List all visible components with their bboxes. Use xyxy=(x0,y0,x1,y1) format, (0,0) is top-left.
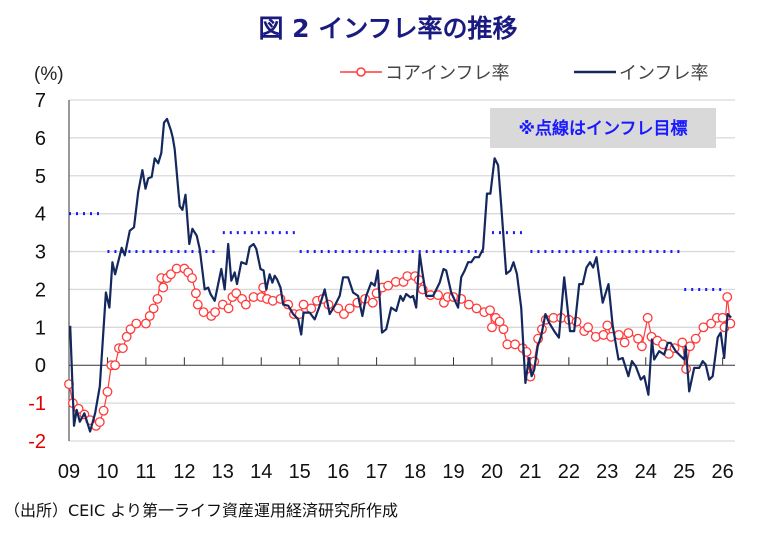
core-inflation-point xyxy=(148,303,159,314)
core-inflation-point xyxy=(690,333,701,344)
core-inflation-point xyxy=(602,320,613,331)
core-inflation-point xyxy=(677,337,688,348)
core-inflation-point xyxy=(144,311,155,321)
headline-inflation-line xyxy=(69,117,732,433)
x-tick-label: 17 xyxy=(365,461,387,483)
core-inflation-point xyxy=(165,269,176,280)
core-inflation-point xyxy=(110,360,121,371)
core-inflation-point xyxy=(619,337,630,348)
legend-core-label: コアインフレ率 xyxy=(385,63,510,84)
x-tick-label: 15 xyxy=(289,461,311,483)
x-tick-label: 20 xyxy=(481,461,503,483)
core-inflation-point xyxy=(190,288,201,299)
core-inflation-point xyxy=(367,297,378,308)
core-inflation-point xyxy=(510,339,520,350)
y-tick-label: 3 xyxy=(35,242,46,264)
core-inflation-point xyxy=(485,305,495,316)
core-inflation-point xyxy=(94,417,105,428)
y-tick-label: -1 xyxy=(28,393,46,415)
core-inflation-point xyxy=(192,299,203,310)
core-inflation-point xyxy=(583,322,594,333)
y-tick-label: 6 xyxy=(35,128,46,150)
core-inflation-point xyxy=(298,299,309,310)
legend: コアインフレ率 インフレ率 xyxy=(340,63,708,84)
core-inflation-point xyxy=(722,292,733,302)
core-inflation-point xyxy=(383,280,394,291)
core-inflation-point xyxy=(717,312,728,323)
y-tick-label: 4 xyxy=(35,204,46,226)
annotation-box xyxy=(490,108,716,148)
core-inflation-point xyxy=(117,343,128,354)
core-inflation-point xyxy=(121,331,132,342)
x-tick-label: 16 xyxy=(327,461,349,483)
core-inflation-point xyxy=(102,386,113,397)
core-inflation-point xyxy=(306,303,317,314)
x-tick-label: 14 xyxy=(250,461,272,483)
x-tick-label: 26 xyxy=(712,461,734,483)
core-inflation-point xyxy=(494,316,505,327)
core-inflation-point xyxy=(344,303,355,314)
core-inflation-point xyxy=(231,288,242,299)
x-tick-label: 18 xyxy=(404,461,426,483)
y-tick-label: 0 xyxy=(35,355,46,377)
core-inflation-point xyxy=(223,303,234,314)
x-tick-label: 22 xyxy=(558,461,580,483)
core-inflation-point xyxy=(642,312,653,323)
core-inflation-line xyxy=(68,268,731,427)
core-inflation-point xyxy=(152,293,163,304)
core-inflation-point xyxy=(471,303,482,314)
core-inflation-point xyxy=(158,282,169,293)
core-inflation-point xyxy=(140,318,151,329)
core-inflation-point xyxy=(633,333,644,344)
core-inflation-point xyxy=(463,299,474,310)
core-inflation-point xyxy=(125,324,136,335)
x-tick-label: 11 xyxy=(136,461,157,483)
core-inflation-point xyxy=(198,307,209,318)
source-note: （出所）CEIC より第一ライフ資産運用経済研究所作成 xyxy=(4,501,398,520)
legend-core-marker xyxy=(356,67,366,77)
core-inflation-point xyxy=(487,322,497,333)
core-inflation-point xyxy=(698,322,709,333)
x-tick-label: 10 xyxy=(96,461,118,483)
core-inflation-point xyxy=(131,318,142,329)
chart-title: 図 2 インフレ率の推移 xyxy=(258,14,517,43)
x-tick-label: 13 xyxy=(212,461,234,483)
annotation-text: ※点線はインフレ目標 xyxy=(518,118,687,139)
x-tick-label: 25 xyxy=(673,461,695,483)
y-tick-label: -2 xyxy=(28,431,46,453)
core-inflation-point xyxy=(636,341,647,352)
legend-headline-label: インフレ率 xyxy=(619,63,708,84)
core-inflation-point xyxy=(187,273,197,284)
core-inflation-point xyxy=(338,309,349,320)
x-tick-label: 19 xyxy=(442,461,464,483)
x-tick-label: 12 xyxy=(173,461,195,483)
y-tick-label: 1 xyxy=(35,317,46,339)
x-tick-label: 23 xyxy=(596,461,618,483)
core-inflation-point xyxy=(498,324,509,335)
y-tick-label: 5 xyxy=(35,166,46,188)
core-inflation-point xyxy=(240,299,251,310)
y-tick-label: 2 xyxy=(35,279,46,301)
core-inflation-point xyxy=(706,318,717,329)
x-tick-label: 24 xyxy=(635,461,657,483)
y-tick-label: 7 xyxy=(35,90,46,112)
core-inflation-point xyxy=(210,307,221,318)
core-inflation-point xyxy=(623,328,634,338)
core-inflation-point xyxy=(98,405,109,416)
x-tick-label: 09 xyxy=(58,461,80,483)
core-inflation-point xyxy=(681,364,692,374)
y-axis-unit: (%) xyxy=(34,64,64,85)
x-tick-label: 21 xyxy=(519,461,541,483)
